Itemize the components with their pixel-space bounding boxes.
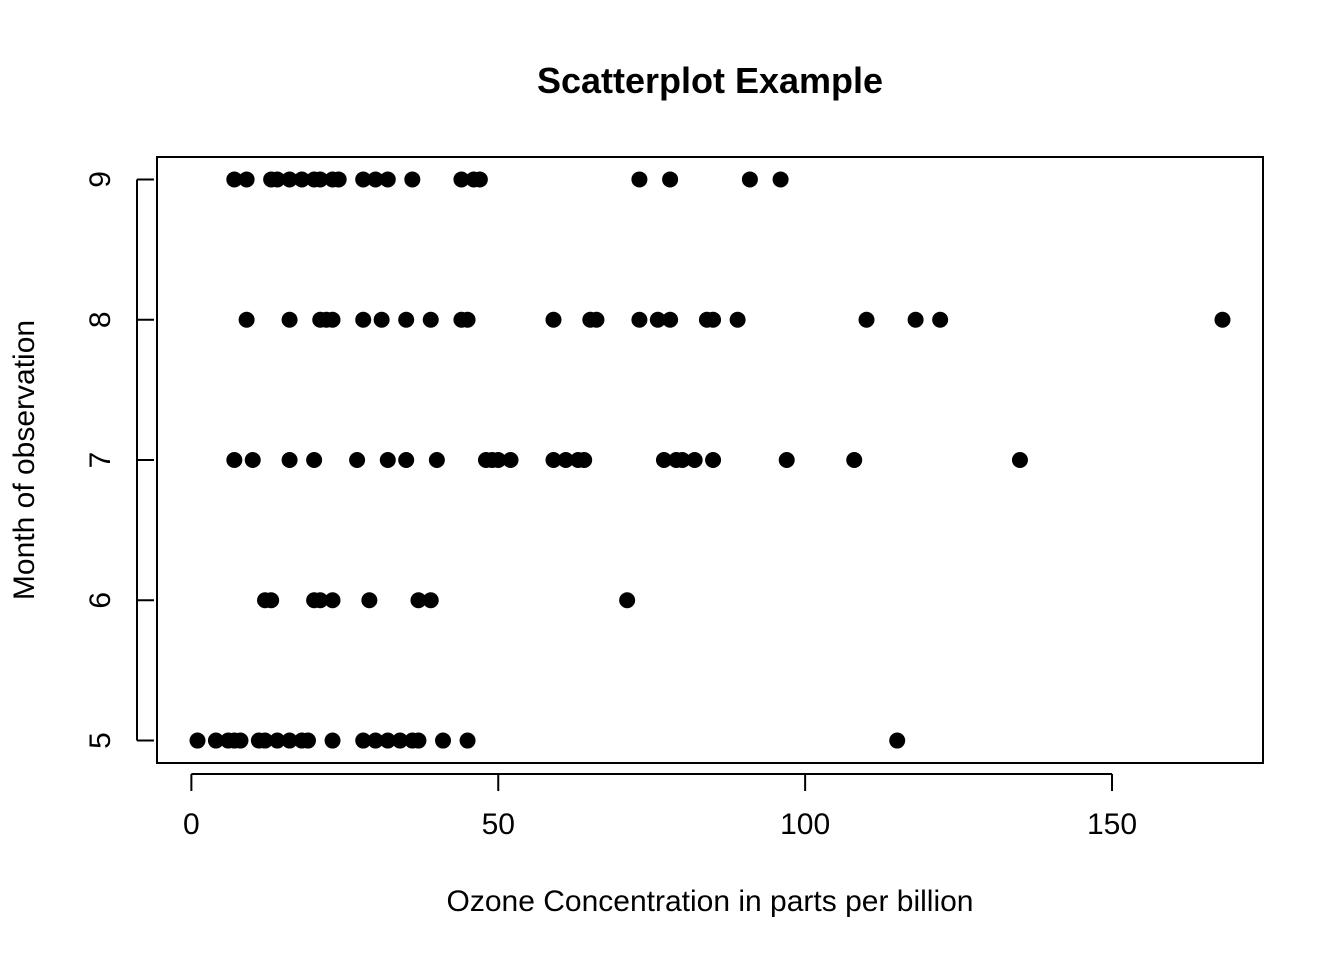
- data-point: [428, 452, 445, 468]
- data-point: [293, 171, 310, 188]
- data-point: [1011, 452, 1028, 468]
- data-point: [705, 311, 722, 328]
- y-axis: 5 6 7 8 9: [84, 171, 154, 749]
- data-point: [459, 732, 476, 749]
- data-point: [281, 311, 298, 328]
- data-point: [858, 311, 875, 328]
- data-point: [263, 592, 280, 609]
- data-point: [257, 732, 274, 749]
- data-point: [686, 452, 703, 468]
- y-tick-label: 5: [84, 732, 117, 749]
- data-point: [557, 452, 574, 468]
- data-point: [404, 171, 421, 188]
- data-point: [281, 452, 298, 468]
- data-point: [355, 171, 372, 188]
- data-point: [238, 171, 255, 188]
- data-point: [422, 592, 439, 609]
- x-tick-label: 50: [482, 808, 515, 841]
- data-point: [729, 311, 746, 328]
- data-point: [932, 311, 949, 328]
- x-axis-label: Ozone Concentration in parts per billion: [447, 885, 974, 918]
- data-point: [705, 452, 722, 468]
- data-point: [324, 732, 341, 749]
- data-point: [435, 732, 452, 749]
- data-point: [588, 311, 605, 328]
- data-point: [662, 311, 679, 328]
- data-point: [502, 452, 519, 468]
- data-point: [778, 452, 795, 468]
- data-point: [655, 452, 672, 468]
- data-point: [226, 171, 243, 188]
- data-point: [631, 171, 648, 188]
- data-point: [269, 732, 286, 749]
- data-point: [324, 311, 341, 328]
- y-tick-label: 6: [84, 592, 117, 609]
- data-point: [674, 452, 691, 468]
- data-point: [649, 311, 666, 328]
- data-point: [422, 311, 439, 328]
- data-point: [281, 171, 298, 188]
- data-point: [299, 732, 316, 749]
- data-point: [631, 311, 648, 328]
- data-point: [410, 732, 427, 749]
- data-point: [453, 171, 470, 188]
- data-point: [490, 452, 507, 468]
- x-tick-label: 100: [780, 808, 830, 841]
- data-point: [238, 311, 255, 328]
- y-axis-label: Month of observation: [8, 320, 41, 600]
- data-point: [306, 452, 323, 468]
- plot-frame: [156, 156, 1264, 764]
- data-point: [398, 452, 415, 468]
- data-point: [379, 732, 396, 749]
- data-point: [398, 311, 415, 328]
- data-point: [907, 311, 924, 328]
- data-point: [281, 732, 298, 749]
- y-tick-label: 7: [84, 452, 117, 469]
- data-points: [189, 171, 1231, 749]
- data-point: [226, 452, 243, 468]
- data-point: [312, 171, 329, 188]
- data-point: [619, 592, 636, 609]
- data-point: [379, 452, 396, 468]
- data-point: [410, 592, 427, 609]
- data-point: [459, 311, 476, 328]
- data-point: [189, 732, 206, 749]
- data-point: [355, 311, 372, 328]
- chart-title: Scatterplot Example: [537, 60, 883, 101]
- data-point: [324, 592, 341, 609]
- data-point: [312, 592, 329, 609]
- data-point: [772, 171, 789, 188]
- data-point: [349, 452, 366, 468]
- data-point: [367, 732, 384, 749]
- data-point: [330, 171, 347, 188]
- data-point: [741, 171, 758, 188]
- data-point: [367, 171, 384, 188]
- data-point: [232, 732, 249, 749]
- y-tick-label: 9: [84, 171, 117, 188]
- data-point: [662, 171, 679, 188]
- y-tick-label: 8: [84, 311, 117, 328]
- data-point: [576, 452, 593, 468]
- data-point: [1214, 311, 1231, 328]
- data-point: [373, 311, 390, 328]
- data-point: [379, 171, 396, 188]
- data-point: [207, 732, 224, 749]
- data-point: [355, 732, 372, 749]
- data-point: [361, 592, 378, 609]
- x-tick-label: 150: [1087, 808, 1137, 841]
- data-point: [846, 452, 863, 468]
- data-point: [889, 732, 906, 749]
- data-point: [545, 452, 562, 468]
- data-point: [244, 452, 261, 468]
- data-point: [392, 732, 409, 749]
- x-axis: 0 50 100 150: [183, 773, 1137, 841]
- data-point: [269, 171, 286, 188]
- data-point: [471, 171, 488, 188]
- data-point: [545, 311, 562, 328]
- x-tick-label: 0: [183, 808, 200, 841]
